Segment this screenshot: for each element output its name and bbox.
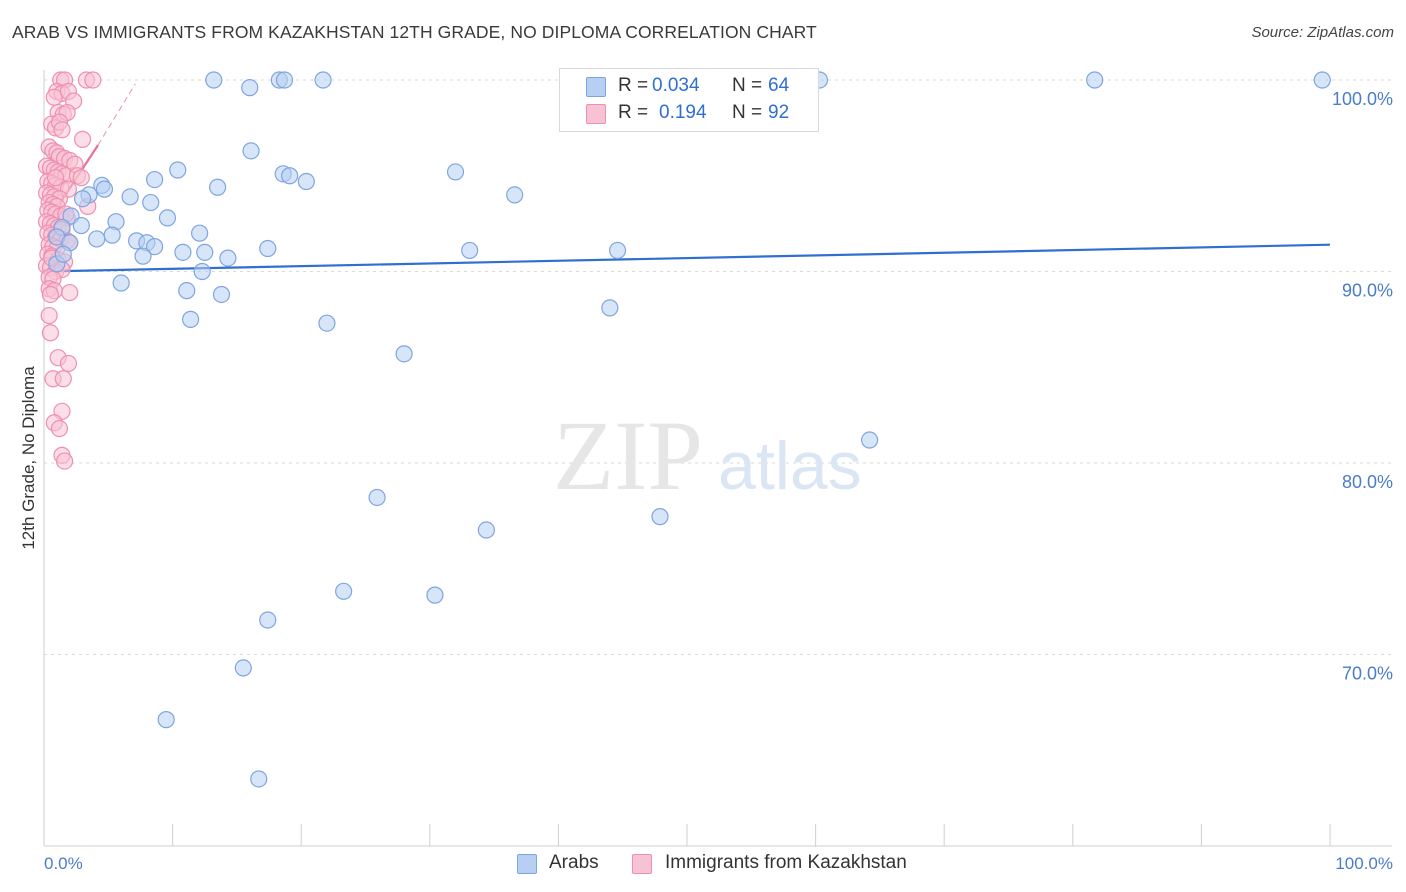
point-arabs <box>95 180 114 198</box>
point-arabs <box>395 345 413 363</box>
point-arabs <box>234 659 252 677</box>
point-arabs <box>145 170 164 189</box>
point-arabs <box>506 186 524 204</box>
point-arabs <box>219 249 237 267</box>
point-arabs <box>335 582 353 600</box>
point-arabs <box>112 274 130 292</box>
source-credit: Source: ZipAtlas.com <box>1251 24 1394 41</box>
point-arabs <box>88 230 106 248</box>
x-tick-label-max: 100.0% <box>1335 854 1393 873</box>
legend-n-label: N = <box>732 102 763 123</box>
point-kazakhstan <box>61 283 79 302</box>
point-arabs <box>73 190 92 208</box>
bottom-legend-label-kazakhstan: Immigrants from Kazakhstan <box>665 852 907 873</box>
legend-n-value: 64 <box>768 75 790 96</box>
point-arabs <box>242 142 260 160</box>
y-tick-label: 70.0% <box>1342 664 1393 684</box>
legend-n-label: N = <box>732 75 763 96</box>
y-axis-label: 12th Grade, No Diploma <box>19 366 38 550</box>
legend-r-label: R = <box>618 102 649 123</box>
point-arabs <box>191 224 209 242</box>
bottom-legend-swatch-kazakhstan <box>632 854 652 874</box>
point-arabs <box>121 188 139 206</box>
axis-labels: 100.0% 90.0% 80.0% 70.0% 0.0% 100.0% 12th Grad… <box>19 89 1393 873</box>
y-tick-label: 90.0% <box>1342 281 1393 301</box>
point-kazakhstan <box>55 452 74 470</box>
point-arabs <box>103 226 121 244</box>
point-arabs <box>157 711 175 729</box>
chart-title: ARAB VS IMMIGRANTS FROM KAZAKHSTAN 12TH … <box>12 22 817 42</box>
point-kazakhstan <box>73 130 92 148</box>
point-arabs <box>318 314 336 332</box>
point-arabs <box>259 239 277 258</box>
data-points <box>37 71 1331 788</box>
point-kazakhstan <box>46 169 65 187</box>
legend-r-value: 0.194 <box>659 102 707 123</box>
trend-line-kazakhstan-extension <box>97 83 136 146</box>
point-kazakhstan <box>41 324 60 342</box>
point-arabs <box>205 71 223 89</box>
x-tick-label-min: 0.0% <box>44 854 83 873</box>
point-arabs <box>426 586 444 604</box>
watermark-zip: ZIP <box>553 400 703 511</box>
point-arabs <box>72 216 90 235</box>
point-arabs <box>368 488 386 507</box>
point-arabs <box>182 310 200 328</box>
point-kazakhstan <box>84 71 102 89</box>
point-arabs <box>608 241 627 260</box>
point-arabs <box>241 79 259 97</box>
point-kazakhstan <box>72 169 90 187</box>
point-arabs <box>145 238 164 256</box>
point-arabs <box>212 285 231 304</box>
trend-line-arabs <box>43 243 1331 273</box>
point-arabs <box>461 241 479 260</box>
point-kazakhstan <box>54 370 72 388</box>
point-kazakhstan <box>53 121 71 139</box>
point-arabs <box>158 209 177 227</box>
point-arabs <box>196 243 214 261</box>
point-arabs <box>297 172 315 191</box>
point-arabs <box>601 299 619 317</box>
point-kazakhstan <box>50 419 69 438</box>
point-arabs <box>446 163 465 181</box>
stats-legend: R = 0.034 N = 64 R = 0.194 N = 92 <box>559 68 819 132</box>
point-arabs <box>178 282 196 300</box>
bottom-legend-label-arabs: Arabs <box>549 852 599 873</box>
legend-n-value: 92 <box>768 102 790 123</box>
legend-r-label: R = <box>618 75 649 96</box>
point-arabs <box>209 178 227 196</box>
legend-swatch-arabs <box>586 77 606 97</box>
bottom-legend-swatch-arabs <box>517 854 537 874</box>
point-arabs <box>169 161 187 179</box>
point-arabs <box>477 521 495 539</box>
point-arabs <box>314 71 332 89</box>
point-kazakhstan <box>40 306 58 325</box>
point-arabs <box>281 167 299 185</box>
point-arabs <box>861 431 879 449</box>
watermark-atlas: atlas <box>718 428 862 504</box>
point-kazakhstan <box>59 354 78 373</box>
point-arabs <box>174 243 192 261</box>
point-arabs <box>250 770 268 788</box>
y-tick-label: 80.0% <box>1342 472 1393 492</box>
point-arabs <box>193 262 211 281</box>
point-arabs <box>142 193 160 212</box>
point-arabs <box>134 247 152 265</box>
point-arabs <box>275 71 294 89</box>
point-arabs <box>259 611 277 629</box>
point-arabs <box>1313 71 1331 89</box>
legend-swatch-kazakhstan <box>586 104 606 124</box>
y-tick-label: 100.0% <box>1332 89 1393 109</box>
point-arabs <box>54 245 72 263</box>
point-arabs <box>651 508 669 526</box>
gridlines <box>44 79 1392 655</box>
legend-r-value: 0.034 <box>652 75 700 96</box>
point-kazakhstan <box>41 285 60 304</box>
point-arabs <box>1086 71 1104 89</box>
